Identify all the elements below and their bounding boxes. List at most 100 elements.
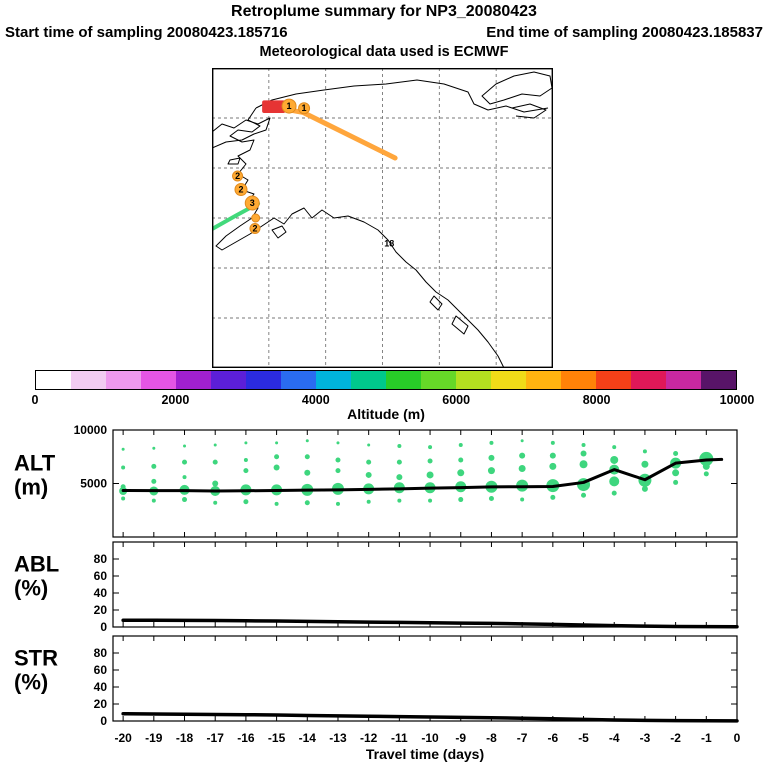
x-tick-label: -17 xyxy=(207,731,225,745)
x-tick-label: -12 xyxy=(360,731,378,745)
map-frame xyxy=(212,68,553,368)
coast-arctic-2 xyxy=(511,103,547,119)
str-line xyxy=(121,712,739,723)
particle-bubble xyxy=(702,462,710,470)
colorbar-segment xyxy=(71,371,106,389)
x-tick-label: -19 xyxy=(145,731,163,745)
particle-bubble xyxy=(366,459,372,465)
y-tick-label: 60 xyxy=(94,569,108,583)
colorbar-segment xyxy=(456,371,491,389)
x-axis: -20 -19 -18 -17 -16 -15 -14 -13 -12 -11 -10 -9 -8 -7-… xyxy=(114,731,740,762)
alt-panel: 5000 10000 ALT(m) xyxy=(14,423,738,538)
colorbar-segment xyxy=(106,371,141,389)
colorbar-tick-label: 0 xyxy=(31,393,39,407)
particle-bubble xyxy=(428,498,433,503)
y-tick-label: 80 xyxy=(94,646,108,660)
colorbar-segment xyxy=(491,371,526,389)
x-tick-label: -8 xyxy=(486,731,497,745)
x-tick-label: -10 xyxy=(421,731,439,745)
particle-bubble xyxy=(549,452,556,459)
colorbar-segment xyxy=(211,371,246,389)
particle-bubble xyxy=(396,474,403,481)
particle-bubble xyxy=(426,471,434,479)
island-haida xyxy=(429,295,443,311)
particle-bubble xyxy=(335,457,341,463)
particle-bubble xyxy=(212,459,218,465)
str-frame xyxy=(112,635,738,722)
x-tick-label: 0 xyxy=(734,731,741,745)
abl-frame xyxy=(112,541,738,628)
page-title: Retroplume summary for NP3_20080423 xyxy=(231,3,537,20)
y-tick-label: 40 xyxy=(94,680,108,694)
y-tick-label: 5000 xyxy=(80,477,107,491)
y-tick-label: 0 xyxy=(100,620,107,634)
particle-bubble xyxy=(457,469,465,477)
particle-bubble xyxy=(243,468,249,474)
trajectory-day-marker xyxy=(234,183,248,196)
particle-bubble xyxy=(275,441,279,445)
particle-bubble xyxy=(305,439,309,443)
particle-bubble xyxy=(579,460,588,469)
particle-bubble xyxy=(641,460,649,468)
trajectory-day-marker xyxy=(298,102,311,115)
alt-axis-unit: (m) xyxy=(14,475,48,500)
particle-bubble xyxy=(610,455,619,464)
x-tick-label: -1 xyxy=(701,731,712,745)
particle-bubble xyxy=(581,492,587,498)
colorbar-title: Altitude (m) xyxy=(347,406,425,422)
particle-bubble xyxy=(243,499,249,505)
colorbar-tick-label: 2000 xyxy=(161,393,190,407)
island-vancouver xyxy=(451,315,469,335)
trajectory-day-label: 1 xyxy=(302,103,307,113)
y-tick-label: 20 xyxy=(94,603,108,617)
particle-bubble xyxy=(367,443,371,447)
x-tick-label: -16 xyxy=(237,731,255,745)
trajectory-day-label: 2 xyxy=(252,224,257,234)
particle-bubble xyxy=(273,464,280,471)
trajectory-day-label: 2 xyxy=(238,185,243,195)
colorbar-segment xyxy=(631,371,666,389)
abl-panel: 0 20 40 60 80 ABL(%) xyxy=(14,541,739,634)
colorbar-segment xyxy=(526,371,561,389)
start-time-label: Start time of sampling 20080423.185716 xyxy=(5,24,288,41)
x-tick-label: -4 xyxy=(609,731,620,745)
colorbar-segment xyxy=(386,371,421,389)
colorbar-segment xyxy=(421,371,456,389)
particle-bubble xyxy=(703,471,709,477)
colorbar-tick-label: 8000 xyxy=(582,393,611,407)
colorbar-tick-label: 6000 xyxy=(442,393,471,407)
trajectory-day-marker xyxy=(251,213,261,223)
y-tick-label: 60 xyxy=(94,663,108,677)
particle-bubble xyxy=(243,457,248,462)
colorbar-tick-label: 4000 xyxy=(301,393,330,407)
colorbar-gradient xyxy=(35,370,737,390)
particle-bubble xyxy=(151,478,157,484)
particle-bubble xyxy=(520,439,524,443)
particle-bubble xyxy=(488,454,495,461)
altitude-colorbar: 0 2000 4000 6000 8000 10000 Altitude (m) xyxy=(31,370,754,426)
particle-bubble xyxy=(244,441,248,445)
particle-bubble xyxy=(550,494,556,500)
abl-axis-unit: (%) xyxy=(14,576,48,601)
particle-bubble xyxy=(519,452,526,459)
y-tick-label: 40 xyxy=(94,586,108,600)
particle-bubble xyxy=(609,476,620,487)
particle-bubble xyxy=(151,463,157,469)
y-tick-label: 80 xyxy=(94,552,108,566)
particle-bubble xyxy=(458,457,464,463)
island-stlawrence xyxy=(227,157,241,165)
particle-bubble xyxy=(397,444,402,449)
colorbar-segment xyxy=(36,371,71,389)
colorbar-segment xyxy=(316,371,351,389)
particle-bubble xyxy=(641,485,648,492)
particle-bubble xyxy=(182,497,188,503)
particle-bubble xyxy=(612,445,617,450)
particle-bubble xyxy=(274,501,279,506)
particle-bubble xyxy=(518,465,526,473)
particle-bubble xyxy=(304,454,310,460)
particle-bubble xyxy=(427,458,433,464)
particle-bubble xyxy=(581,442,586,447)
particle-bubble xyxy=(549,462,557,470)
particle-bubble xyxy=(213,443,217,447)
